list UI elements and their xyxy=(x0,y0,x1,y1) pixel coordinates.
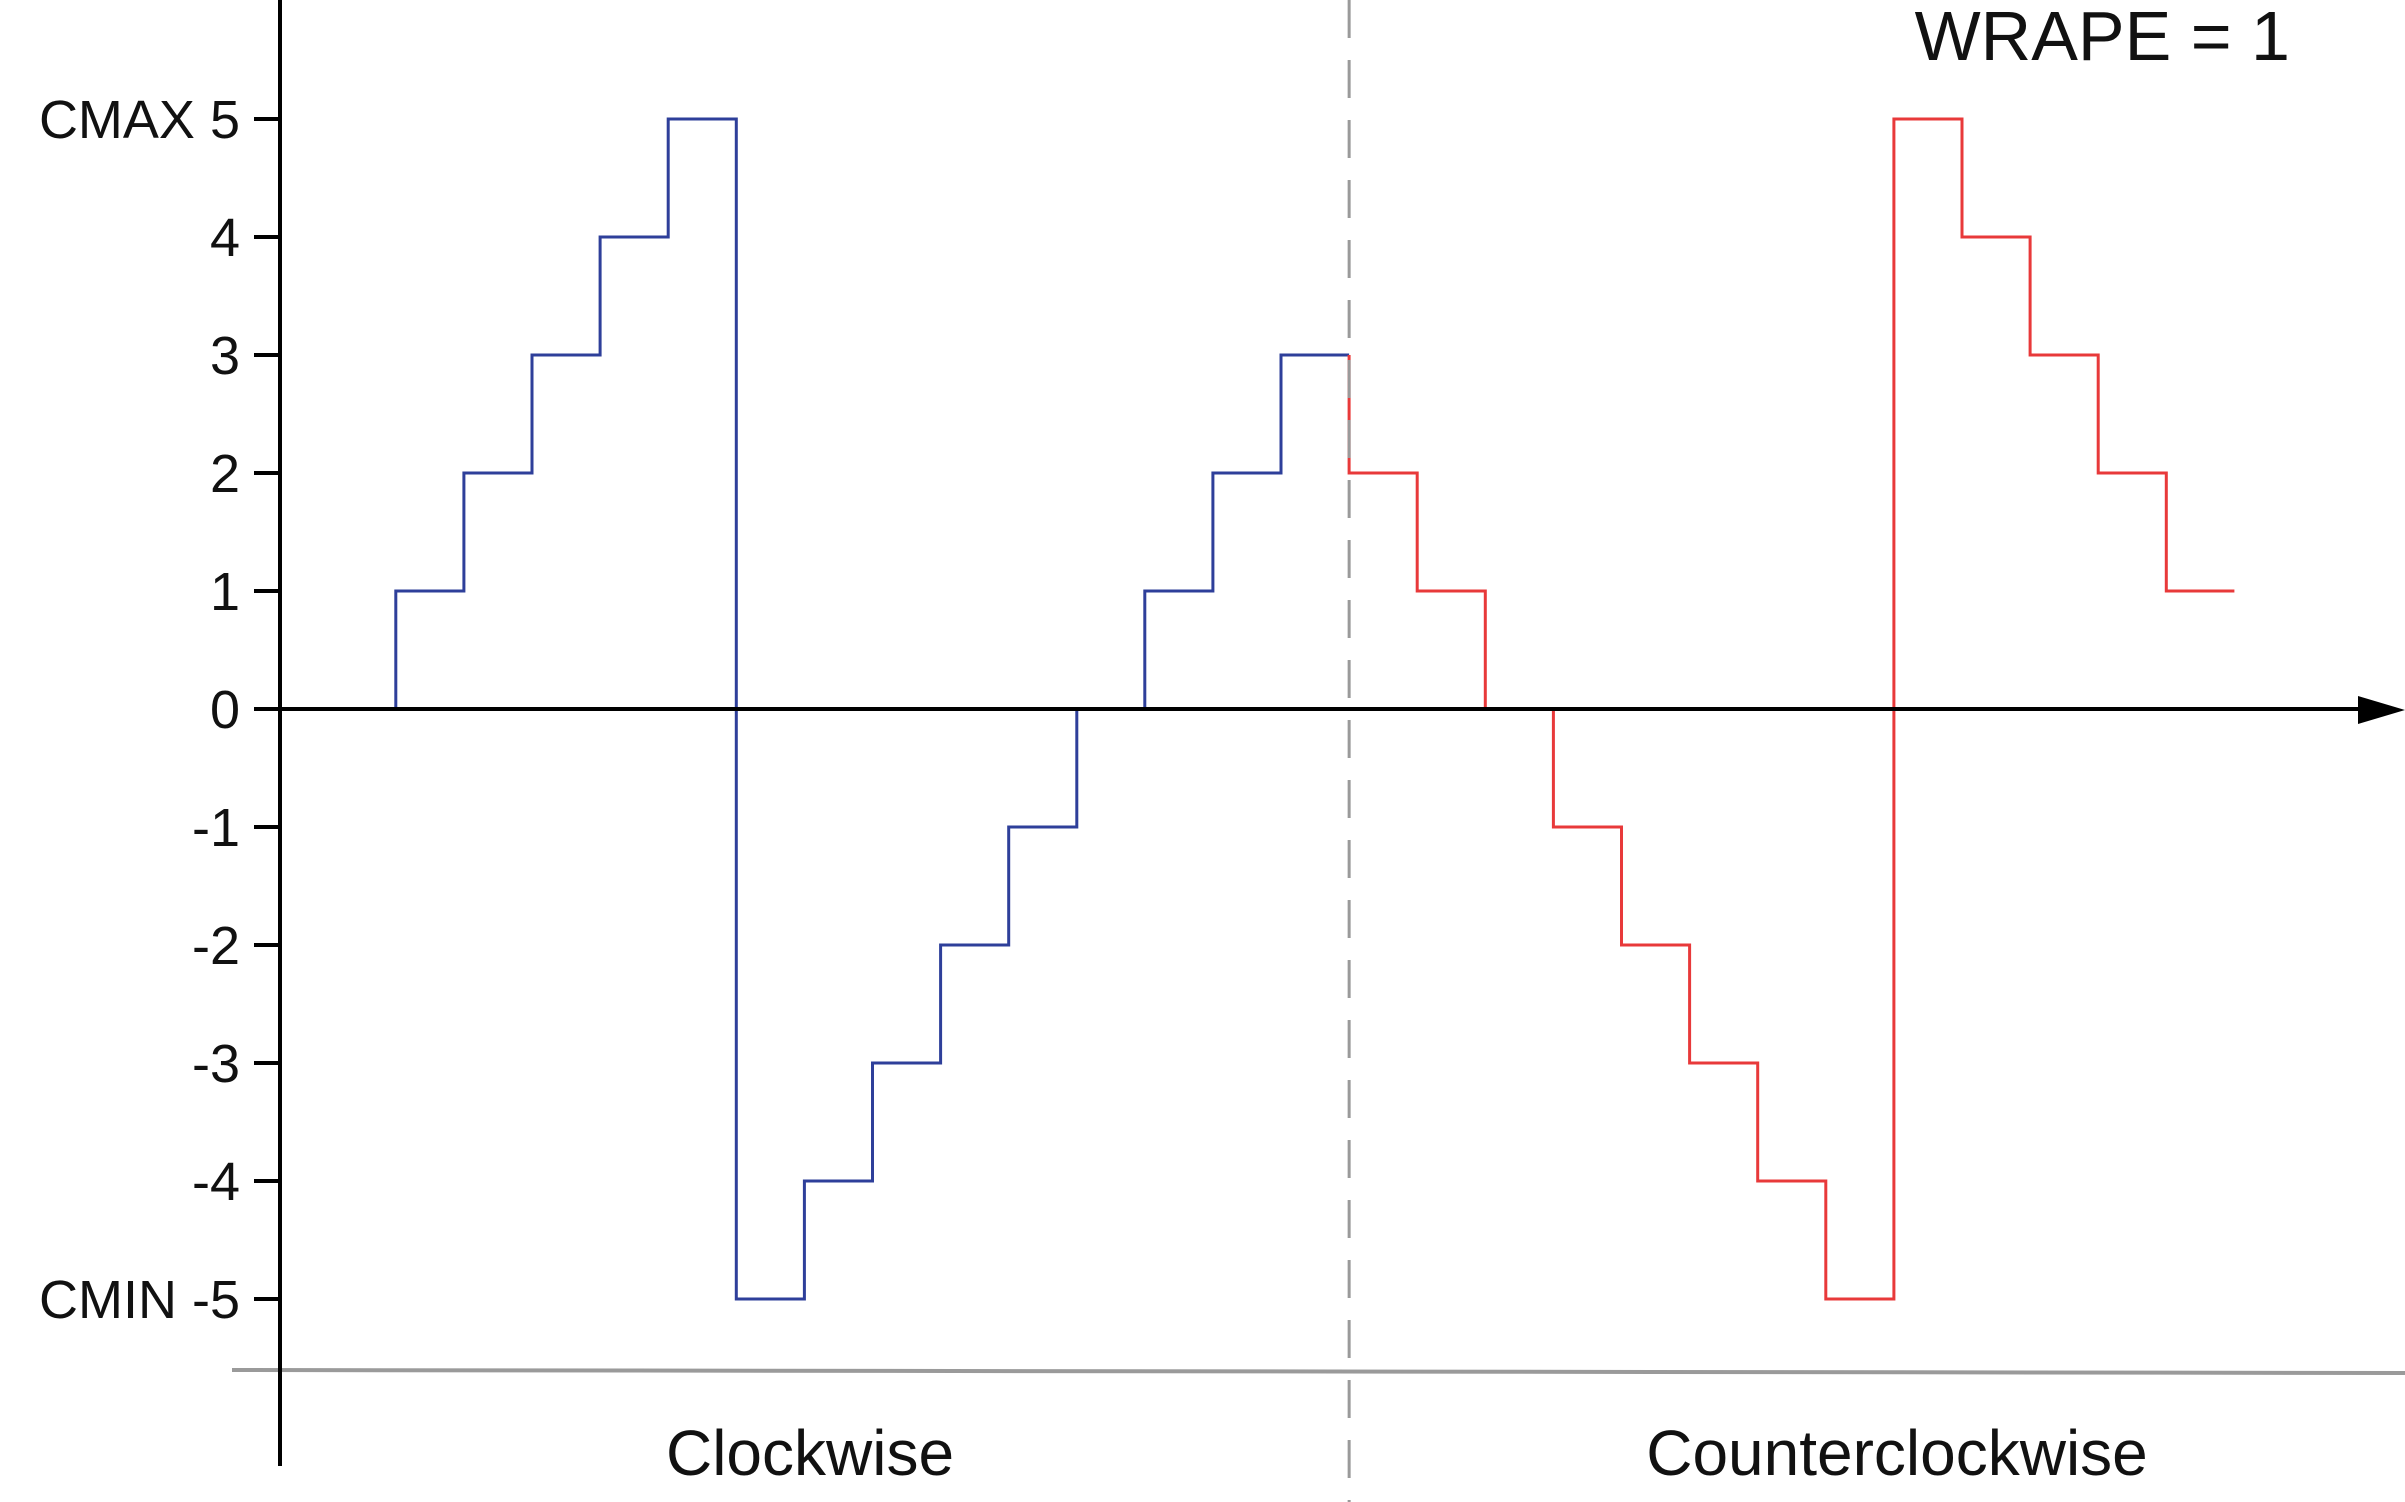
y-tick-label: -1 xyxy=(192,798,240,858)
wrape-annotation: WRAPE = 1 xyxy=(1915,0,2290,75)
y-tick-layer: CMAX 5 4 3 2 1 0 -1 -2 -3 -4 CMIN -5 xyxy=(39,90,280,1330)
y-tick-label: -4 xyxy=(192,1152,240,1212)
y-tick-label: 1 xyxy=(210,562,240,622)
series-line-2 xyxy=(1347,117,2235,1301)
section-label-counterclockwise: Counterclockwise xyxy=(1646,1417,2148,1489)
section-label-clockwise: Clockwise xyxy=(666,1417,954,1489)
section-label-layer: Clockwise Counterclockwise xyxy=(666,1417,2148,1489)
y-tick-label: 4 xyxy=(210,208,240,268)
bottom-baseline xyxy=(231,1368,2405,1375)
y-tick-label: 3 xyxy=(210,326,240,386)
series-line-1 xyxy=(394,117,1350,1301)
x-axis-arrowhead xyxy=(2358,696,2405,724)
y-tick-label: 0 xyxy=(210,680,240,740)
series-layer xyxy=(394,117,2235,1301)
y-tick-label: -3 xyxy=(192,1034,240,1094)
y-tick-label: -2 xyxy=(192,916,240,976)
y-tick-label: CMAX 5 xyxy=(39,90,240,150)
y-tick-label: 2 xyxy=(210,444,240,504)
y-tick-label: CMIN -5 xyxy=(39,1270,240,1330)
